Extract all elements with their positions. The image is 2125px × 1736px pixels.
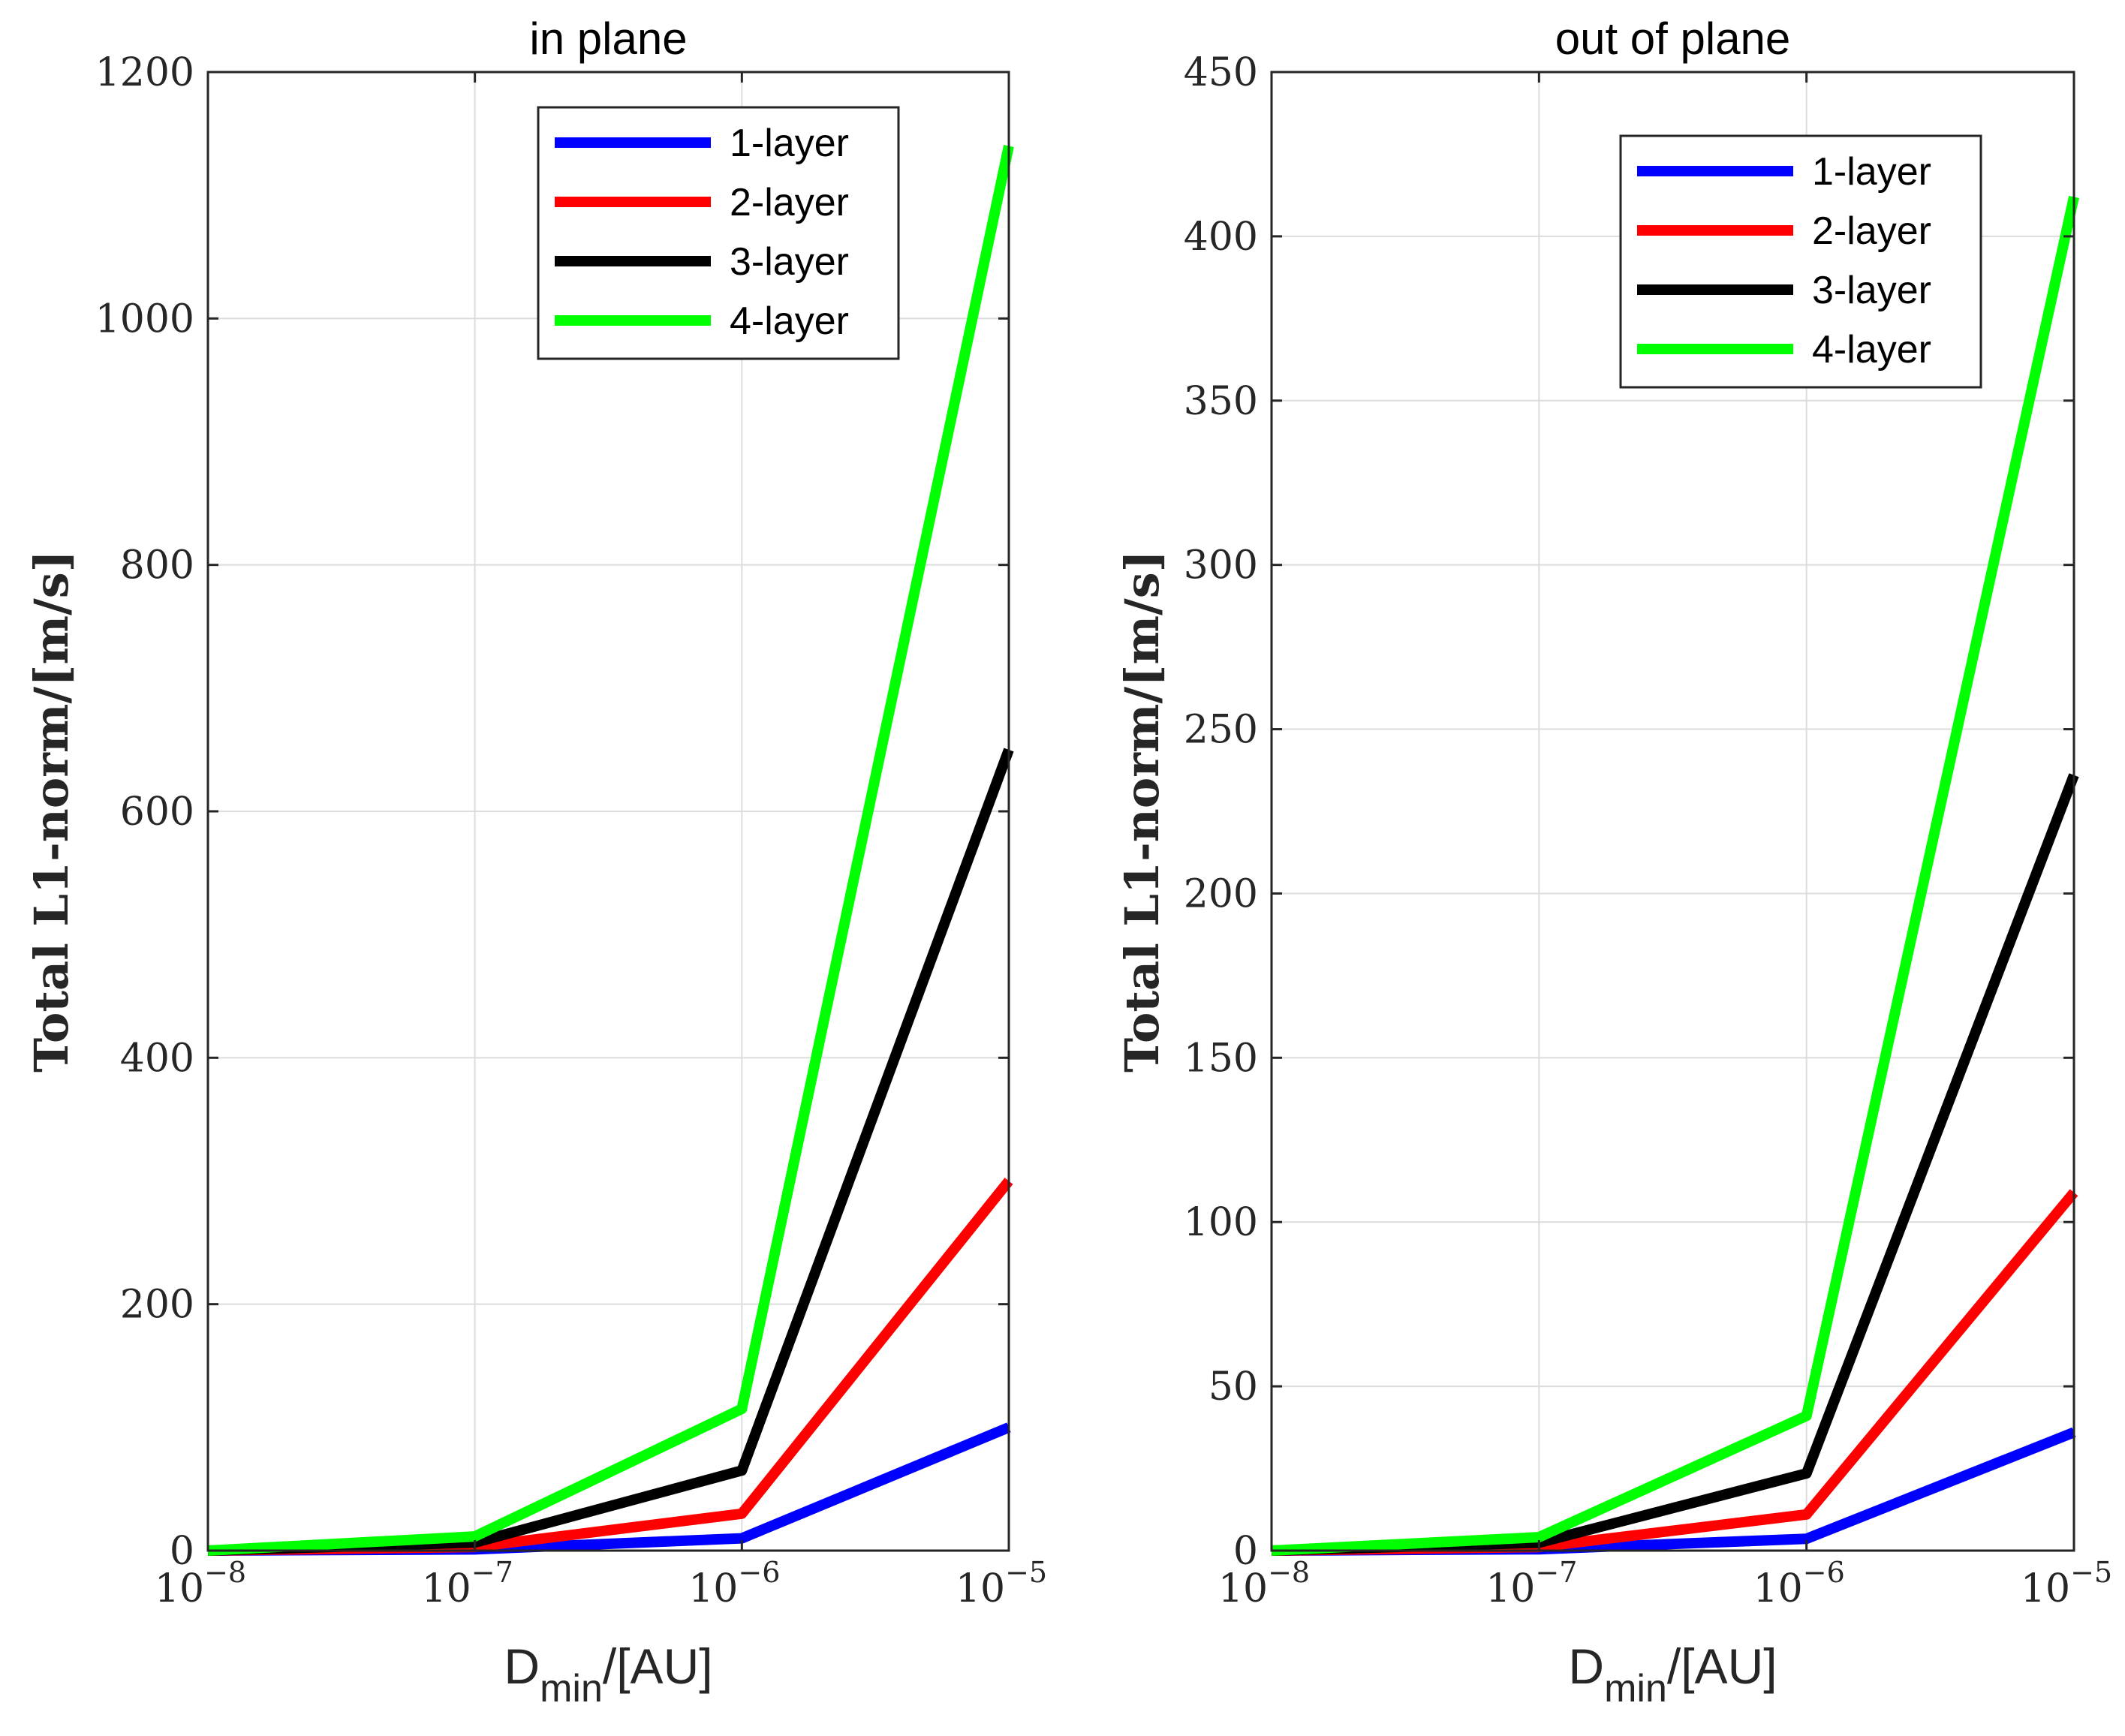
x-tick-exponent: −5 [2070, 1556, 2112, 1589]
x-tick-exponent: −7 [471, 1556, 513, 1589]
chart-title: out of plane [1555, 14, 1791, 64]
x-tick-base: 10 [1218, 1566, 1268, 1611]
legend-label: 1-layer [1812, 150, 1931, 194]
x-tick-exponent: −6 [738, 1556, 780, 1589]
x-tick-base: 10 [956, 1566, 1005, 1611]
y-tick-label: 250 [1184, 708, 1258, 753]
y-tick-label: 300 [1184, 543, 1258, 588]
x-tick-label: 10−7 [1485, 1556, 1577, 1611]
x-label-rest: /[AU] [1667, 1638, 1777, 1694]
y-tick-label: 1000 [95, 296, 194, 341]
tick-marks [206, 71, 1010, 1552]
x-tick-base: 10 [422, 1566, 471, 1611]
legend-label: 1-layer [730, 122, 849, 165]
legend: 1-layer 2-layer 3-layer 4-layer [1619, 134, 1982, 389]
tick-marks [1270, 71, 2075, 1552]
x-tick-label: 10−5 [956, 1556, 1047, 1611]
y-axis-label: Total L1-norm/[m/s] [24, 550, 79, 1073]
legend: 1-layer 2-layer 3-layer 4-layer [537, 106, 900, 360]
y-tick-label: 1200 [95, 50, 194, 95]
x-label-main: D [504, 1638, 540, 1694]
x-tick-base: 10 [688, 1566, 738, 1611]
legend-label: 4-layer [730, 299, 849, 343]
axes-box [1270, 71, 2075, 1552]
y-tick-label: 400 [120, 1036, 194, 1081]
y-tick-label: 400 [1184, 215, 1258, 260]
x-tick-base: 10 [1753, 1566, 1803, 1611]
y-tick-label: 450 [1184, 50, 1258, 95]
x-axis-label: Dmin/[AU] [504, 1638, 712, 1710]
x-tick-exponent: −8 [1268, 1556, 1310, 1589]
legend-label: 2-layer [1812, 209, 1931, 253]
y-tick-label: 0 [1233, 1529, 1258, 1574]
x-tick-base: 10 [155, 1566, 204, 1611]
x-tick-exponent: −7 [1535, 1556, 1577, 1589]
y-tick-label: 200 [120, 1283, 194, 1328]
x-label-rest: /[AU] [603, 1638, 713, 1694]
x-tick-base: 10 [1485, 1566, 1535, 1611]
legend-label: 3-layer [730, 240, 849, 284]
y-tick-label: 0 [170, 1529, 194, 1574]
x-label-main: D [1568, 1638, 1604, 1694]
chart-title: in plane [529, 14, 687, 64]
y-tick-label: 350 [1184, 379, 1258, 424]
y-tick-label: 200 [1184, 871, 1258, 916]
x-tick-label: 10−7 [422, 1556, 513, 1611]
y-tick-label: 600 [120, 790, 194, 835]
x-tick-exponent: −6 [1803, 1556, 1845, 1589]
legend-label: 4-layer [1812, 328, 1931, 372]
x-label-subscript: min [540, 1667, 603, 1710]
series-line-4-layer [1271, 195, 2079, 1556]
x-tick-label: 10−6 [688, 1556, 780, 1611]
legend-label: 2-layer [730, 181, 849, 224]
x-label-subscript: min [1604, 1667, 1667, 1710]
x-tick-label: 10−5 [2021, 1556, 2112, 1611]
y-tick-label: 50 [1208, 1364, 1258, 1410]
y-tick-label: 100 [1184, 1200, 1258, 1245]
y-tick-label: 150 [1184, 1036, 1258, 1081]
x-tick-exponent: −8 [204, 1556, 246, 1589]
x-tick-label: 10−8 [155, 1556, 246, 1611]
legend-label: 3-layer [1812, 269, 1931, 312]
x-tick-exponent: −5 [1005, 1556, 1047, 1589]
x-tick-base: 10 [2021, 1566, 2070, 1611]
x-axis-label: Dmin/[AU] [1568, 1638, 1777, 1710]
y-axis-label: Total L1-norm/[m/s] [1115, 550, 1169, 1073]
x-tick-label: 10−6 [1753, 1556, 1845, 1611]
x-tick-label: 10−8 [1218, 1556, 1310, 1611]
y-tick-label: 800 [120, 543, 194, 588]
series-line-4-layer [207, 145, 1014, 1556]
